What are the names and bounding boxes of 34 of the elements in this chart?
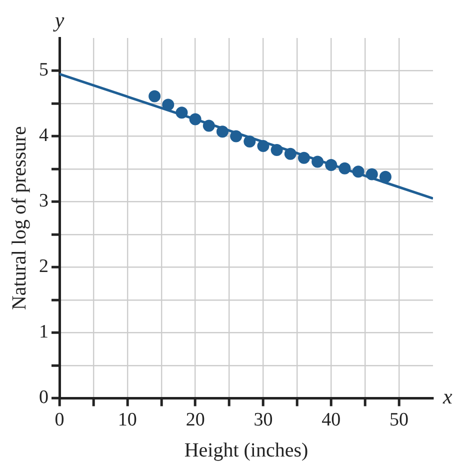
y-tick-label: 2 xyxy=(39,256,48,278)
point xyxy=(244,135,256,148)
y-tick-label: 5 xyxy=(39,60,48,81)
point xyxy=(325,159,338,172)
text: x xyxy=(442,384,453,409)
text: y xyxy=(52,8,65,32)
y-axis-title: Natural log of pressure xyxy=(8,126,30,310)
point xyxy=(257,140,270,152)
y-tick-label: 4 xyxy=(39,125,49,146)
point xyxy=(270,144,283,156)
x-tick-label: 20 xyxy=(186,410,205,431)
point xyxy=(162,98,174,111)
point xyxy=(148,90,161,102)
point xyxy=(298,152,310,164)
x-tick-label: 40 xyxy=(322,410,341,431)
y-tick-label: 3 xyxy=(39,190,48,212)
point xyxy=(230,130,242,142)
point xyxy=(176,106,188,119)
point xyxy=(366,168,378,180)
y-tick-label: 1 xyxy=(39,322,48,343)
x-tick-label: 0 xyxy=(54,410,64,431)
x-tick-label: 10 xyxy=(118,410,137,431)
point xyxy=(379,170,392,183)
point xyxy=(338,162,351,174)
x-tick-label: 50 xyxy=(390,410,409,431)
y-tick-label: 0 xyxy=(39,387,48,408)
x-axis-title: Height (inches) xyxy=(184,439,308,462)
point xyxy=(284,148,296,160)
x-tick-label: 30 xyxy=(254,410,273,431)
point xyxy=(216,126,228,138)
point xyxy=(312,156,324,168)
point xyxy=(352,166,364,178)
point xyxy=(202,120,215,132)
point xyxy=(189,113,202,126)
